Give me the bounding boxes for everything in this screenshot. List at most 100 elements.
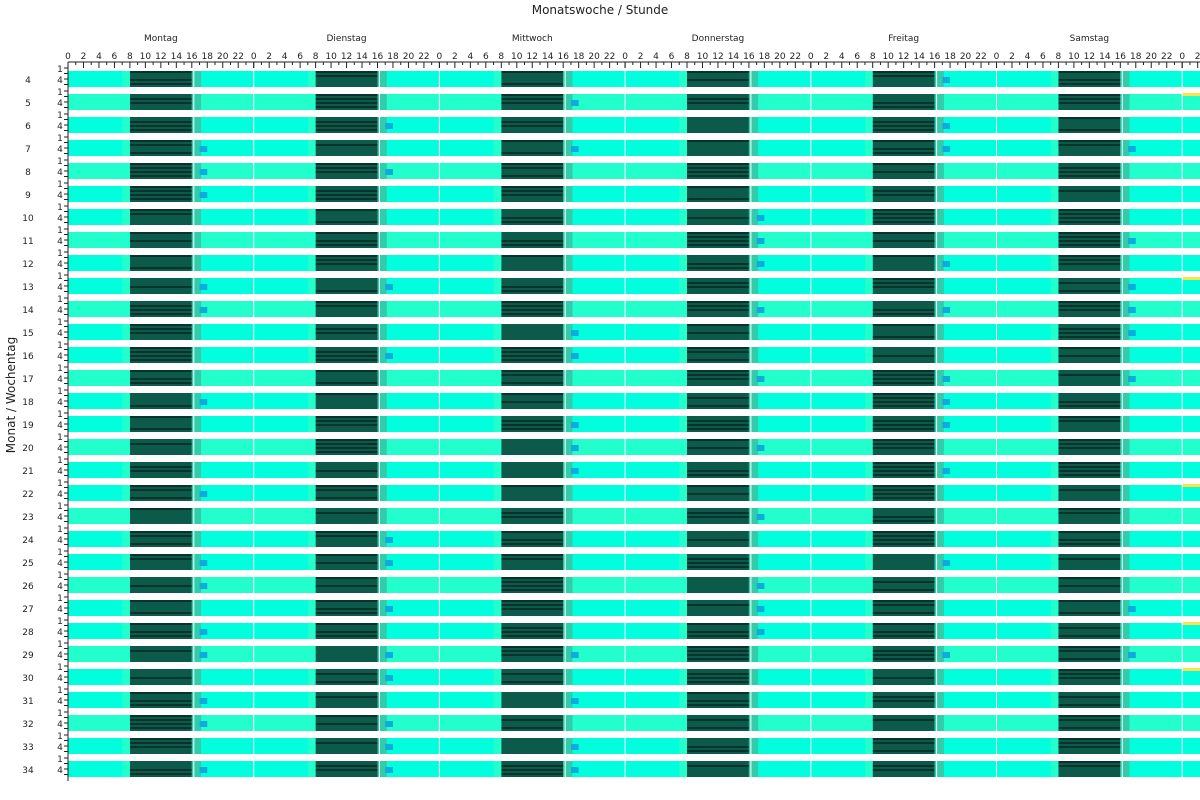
heatmap-cell-cool: [385, 169, 393, 175]
heatmap-cell-edge: [1120, 71, 1130, 87]
subrow-label: 4: [57, 697, 63, 707]
heatmap-cell-edge: [679, 209, 687, 225]
heatmap-cell-band: [1182, 761, 1200, 777]
heatmap-cell-peak: [315, 121, 378, 123]
heatmap-cell-peak: [687, 370, 749, 372]
subrow-label: 1: [57, 617, 63, 627]
heatmap-cell-peak: [1058, 462, 1121, 464]
heatmap-cell-peak: [129, 171, 192, 173]
heatmap-cell-edge: [563, 462, 573, 478]
heatmap-cell-peak: [315, 209, 378, 211]
heatmap-cell-edge: [191, 232, 202, 248]
heatmap-cell-peak: [1058, 305, 1121, 307]
heatmap-cell-cool: [199, 192, 208, 198]
heatmap-cell-peak: [501, 255, 564, 257]
heatmap-cell-peak: [872, 466, 935, 468]
heatmap-cell-edge: [122, 94, 130, 110]
subrow-label: 1: [57, 502, 63, 512]
heatmap-cell-edge: [191, 485, 202, 501]
heatmap-cell-peak: [687, 765, 749, 767]
heatmap-cell-edge: [563, 370, 573, 386]
heatmap-cell-edge: [493, 232, 502, 248]
heatmap-cell-peak: [1058, 650, 1121, 652]
heatmap-cell-edge: [377, 623, 387, 639]
heatmap-cell-peak: [1058, 719, 1121, 721]
row-gap: [68, 639, 1200, 643]
heatmap-cell-peak: [687, 175, 749, 177]
subrow-label: 1: [57, 88, 63, 98]
heatmap-cell-edge: [1120, 692, 1130, 708]
heatmap-cell-peak: [315, 696, 378, 698]
heatmap-cell-peak: [1058, 742, 1121, 744]
heatmap-cell-peak: [1058, 627, 1121, 629]
heatmap-cell-edge: [679, 347, 687, 363]
heatmap-cell-edge: [1050, 738, 1059, 754]
heatmap-cell-peak: [501, 140, 564, 142]
heatmap-cell-band: [1182, 577, 1200, 593]
row-gap: [68, 248, 1200, 252]
heatmap-cell-peak: [315, 623, 378, 625]
heatmap-cell-peak: [501, 217, 564, 219]
heatmap-cell-edge: [377, 370, 387, 386]
heatmap-cell-edge: [679, 531, 687, 547]
heatmap-cell-peak: [1058, 213, 1121, 215]
heatmap-cell-band: [1182, 508, 1200, 524]
heatmap-cell-edge: [377, 508, 387, 524]
heatmap-cell-edge: [679, 255, 687, 271]
heatmap-cell-peak: [501, 370, 564, 372]
row-gap: [68, 731, 1200, 735]
heatmap-cell-peak: [1058, 646, 1121, 648]
heatmap-cell-peak: [1058, 765, 1121, 767]
hour-tick-label: 14: [728, 52, 740, 62]
subrow-label: 1: [57, 640, 63, 650]
heatmap-cell-peak: [501, 600, 564, 602]
heatmap-cell-edge: [563, 416, 573, 432]
heatmap-cell-edge: [864, 370, 873, 386]
row-gap: [68, 524, 1200, 528]
heatmap-cell-edge: [1120, 163, 1130, 179]
week-label: 16: [22, 352, 34, 362]
heatmap-cell-peak: [872, 370, 935, 372]
heatmap-cell-edge: [563, 140, 573, 156]
heatmap-cell-band: [1182, 416, 1200, 432]
heatmap-cell-edge: [563, 669, 573, 685]
row-gap: [68, 685, 1200, 689]
heatmap-cell-edge: [1120, 140, 1130, 156]
heatmap-cell-edge: [191, 508, 202, 524]
heatmap-cell-edge: [1120, 646, 1130, 662]
subrow-label: 1: [57, 226, 63, 236]
heatmap-cell-peak: [1058, 232, 1121, 234]
heatmap-cell-cool: [199, 698, 208, 704]
heatmap-cell-edge: [679, 669, 687, 685]
subrow-label: 1: [57, 203, 63, 213]
heatmap-cell-peak: [501, 244, 564, 246]
hour-tick-label: 22: [975, 52, 986, 62]
heatmap-cell-peak: [872, 742, 935, 744]
heatmap-cell-peak: [872, 489, 935, 491]
heatmap-cell-edge: [493, 669, 502, 685]
week-label: 27: [22, 605, 33, 615]
heatmap-cell-peak: [1058, 727, 1121, 729]
heatmap-cell-band: [1182, 278, 1200, 294]
subrow-label: 4: [57, 490, 63, 500]
row-gap: [68, 409, 1200, 413]
heatmap-cell-edge: [563, 508, 573, 524]
heatmap-cell-peak: [501, 424, 564, 426]
heatmap-cell-band: [1182, 71, 1200, 87]
subrow-label: 4: [57, 145, 63, 155]
heatmap-cell-peak: [872, 209, 935, 211]
heatmap-cell-edge: [1120, 209, 1130, 225]
heatmap-cell-peak: [687, 654, 749, 656]
heatmap-cell-edge: [864, 347, 873, 363]
heatmap-cell-peak: [1058, 355, 1121, 357]
heatmap-cell-edge: [748, 324, 759, 340]
heatmap-cell-band: [1182, 439, 1200, 455]
heatmap-cell-edge: [307, 71, 316, 87]
heatmap-cell-peak: [872, 474, 935, 476]
heatmap-cell-edge: [934, 600, 944, 616]
heatmap-cell-edge: [679, 715, 687, 731]
heatmap-cell-peak: [687, 167, 749, 169]
heatmap-cell-peak: [129, 742, 192, 744]
heatmap-cell-edge: [934, 140, 944, 156]
week-label: 17: [22, 375, 33, 385]
